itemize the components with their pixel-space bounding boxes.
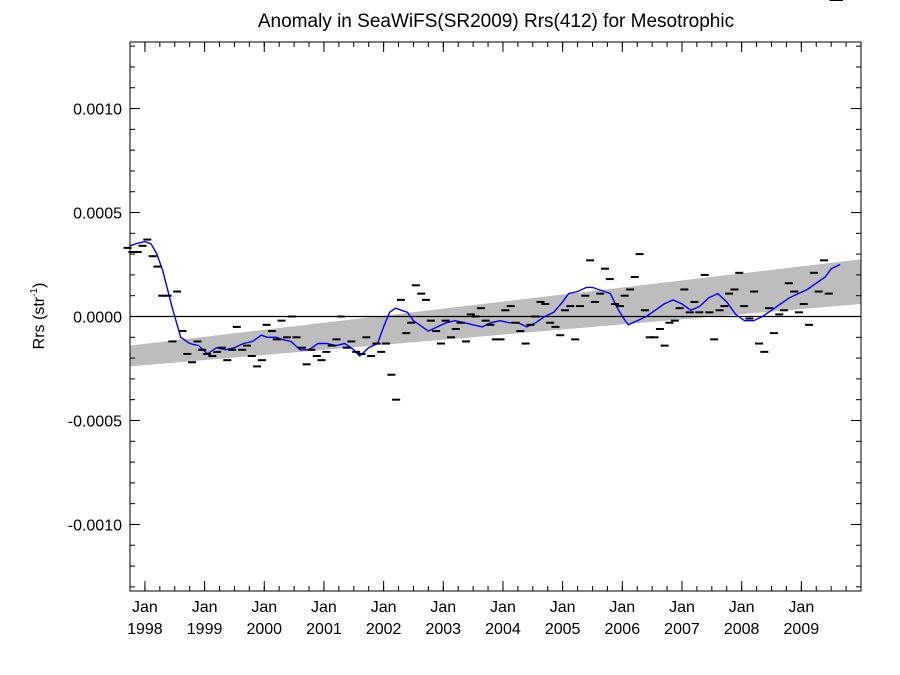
trend-band-layer xyxy=(130,259,861,367)
x-tick-label-year: 1998 xyxy=(127,621,163,638)
x-tick-label-year: 2008 xyxy=(724,621,760,638)
y-tick-label: -0.0010 xyxy=(68,517,122,534)
y-tick-label: 0.0000 xyxy=(73,310,122,327)
y-axis-label-main: Rrs (str xyxy=(31,296,48,349)
x-tick-label-month: Jan xyxy=(669,599,695,616)
y-tick-labels: -0.0010 -0.0005 0.0000 0.0005 0.0010 xyxy=(68,102,122,535)
x-tick-label-month: Jan xyxy=(311,599,337,616)
x-tick-label-year: 1999 xyxy=(187,621,223,638)
running-mean-layer xyxy=(129,240,841,357)
chart-title: Anomaly in SeaWiFS(SR2009) Rrs(412) for … xyxy=(258,11,734,32)
x-tick-label-year: 2000 xyxy=(246,621,282,638)
x-tick-label-month: Jan xyxy=(192,599,218,616)
y-tick-label: -0.0005 xyxy=(68,413,122,430)
x-tick-label-month: Jan xyxy=(788,599,814,616)
axes-layer xyxy=(129,41,862,592)
x-tick-label-year: 2009 xyxy=(784,621,820,638)
monthly-anomaly-layer xyxy=(123,0,843,401)
x-tick-label-year: 2006 xyxy=(605,621,641,638)
y-axis-label: Rrs (str-1) xyxy=(29,283,48,350)
trend-band xyxy=(130,259,861,367)
x-tick-label-year: 2002 xyxy=(366,621,402,638)
x-tick-label-year: 2001 xyxy=(306,621,342,638)
running-mean-line xyxy=(129,240,841,357)
y-tick-label: 0.0005 xyxy=(73,206,122,223)
x-tick-label-month: Jan xyxy=(251,599,277,616)
x-tick-label-month: Jan xyxy=(430,599,456,616)
x-tick-labels: Jan 1998 Jan 1999 Jan 2000 Jan 2001 Jan 2002 Jan 20… xyxy=(127,599,819,638)
x-tick-label-year: 2003 xyxy=(425,621,461,638)
x-tick-label-month: Jan xyxy=(132,599,158,616)
x-tick-label-month: Jan xyxy=(490,599,516,616)
y-axis-label-close: ) xyxy=(31,283,48,288)
x-tick-label-year: 2007 xyxy=(664,621,700,638)
x-tick-label-year: 2004 xyxy=(485,621,521,638)
x-tick-label-month: Jan xyxy=(729,599,755,616)
x-tick-label-month: Jan xyxy=(609,599,635,616)
y-tick-label: 0.0010 xyxy=(73,102,122,119)
x-tick-label-month: Jan xyxy=(371,599,397,616)
x-tick-label-year: 2005 xyxy=(545,621,581,638)
x-tick-label-month: Jan xyxy=(550,599,576,616)
y-axis-label-sup: -1 xyxy=(29,288,40,297)
